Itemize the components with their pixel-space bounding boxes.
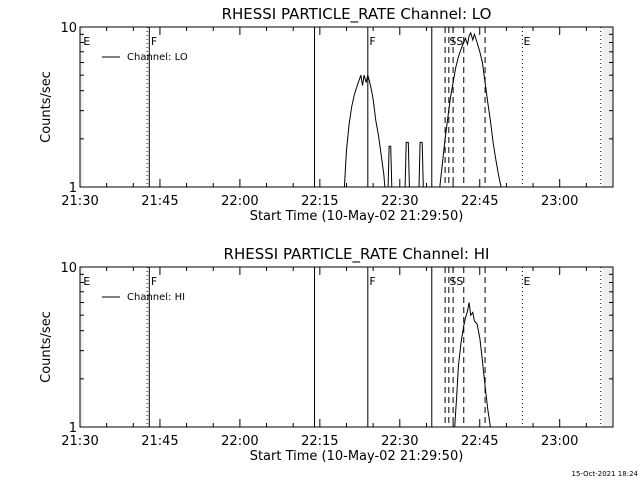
x-axis-label: Start Time (10-May-02 21:29:50)	[250, 449, 464, 464]
x-tick-label-6: 23:00	[541, 434, 578, 449]
flag-label-4: E	[523, 35, 530, 48]
y-axis-label: Counts/sec	[39, 311, 54, 383]
flag-label-1: F	[151, 275, 157, 288]
series-0-segment-2	[404, 141, 410, 188]
series-0-segment-0	[343, 75, 386, 188]
y-tick-label-1: 10	[60, 21, 77, 36]
flag-label-0: E	[83, 275, 90, 288]
series-0-segment-4	[439, 31, 502, 188]
x-tick-label-1: 21:45	[141, 194, 178, 209]
y-axis-label: Counts/sec	[39, 71, 54, 143]
series-0-segment-1	[387, 145, 393, 188]
flag-label-3: SS	[449, 275, 463, 288]
y-tick-label-1: 10	[60, 261, 77, 276]
shaded-region-0	[80, 267, 84, 427]
x-axis-label: Start Time (10-May-02 21:29:50)	[250, 209, 464, 224]
x-tick-label-5: 22:45	[461, 194, 498, 209]
y-tick-label-0: 1	[69, 421, 77, 436]
x-tick-label-0: 21:30	[61, 194, 98, 209]
x-tick-label-0: 21:30	[61, 434, 98, 449]
plot-frame	[79, 266, 614, 428]
legend-entry: Channel: LO	[127, 52, 188, 63]
panel-hi: E F F SS E 21:30 21:45 22:00 22:15 22:30 22:45 23:0…	[39, 245, 614, 464]
plot-frame	[79, 26, 614, 188]
footer-timestamp: 15-Oct-2021 18:24	[572, 470, 639, 478]
flag-label-2: F	[369, 275, 375, 288]
shaded-region-1	[602, 27, 613, 187]
y-tick-label-0: 1	[69, 181, 77, 196]
chart-title: RHESSI PARTICLE_RATE Channel: HI	[224, 245, 490, 264]
shaded-region-1	[602, 267, 613, 427]
x-tick-label-6: 23:00	[541, 194, 578, 209]
x-tick-label-3: 22:15	[301, 434, 338, 449]
x-tick-label-4: 22:30	[381, 194, 418, 209]
flag-label-1: F	[151, 35, 157, 48]
flag-label-2: F	[369, 35, 375, 48]
x-tick-label-2: 22:00	[221, 434, 258, 449]
shaded-region-0	[80, 27, 84, 187]
flag-label-3: SS	[449, 35, 463, 48]
x-tick-label-1: 21:45	[141, 434, 178, 449]
x-tick-label-5: 22:45	[461, 434, 498, 449]
x-tick-label-3: 22:15	[301, 194, 338, 209]
series-0-segment-3	[418, 141, 424, 188]
x-tick-label-2: 22:00	[221, 194, 258, 209]
series-0-segment-0	[454, 302, 491, 428]
flag-label-4: E	[523, 275, 530, 288]
chart-title: RHESSI PARTICLE_RATE Channel: LO	[222, 5, 492, 24]
legend-entry: Channel: HI	[127, 292, 185, 303]
panel-lo: E F F SS E 21:30 21:45 22:00 22:15 22:30 22:45 23:0…	[39, 5, 614, 224]
flag-label-0: E	[83, 35, 90, 48]
x-tick-label-4: 22:30	[381, 434, 418, 449]
